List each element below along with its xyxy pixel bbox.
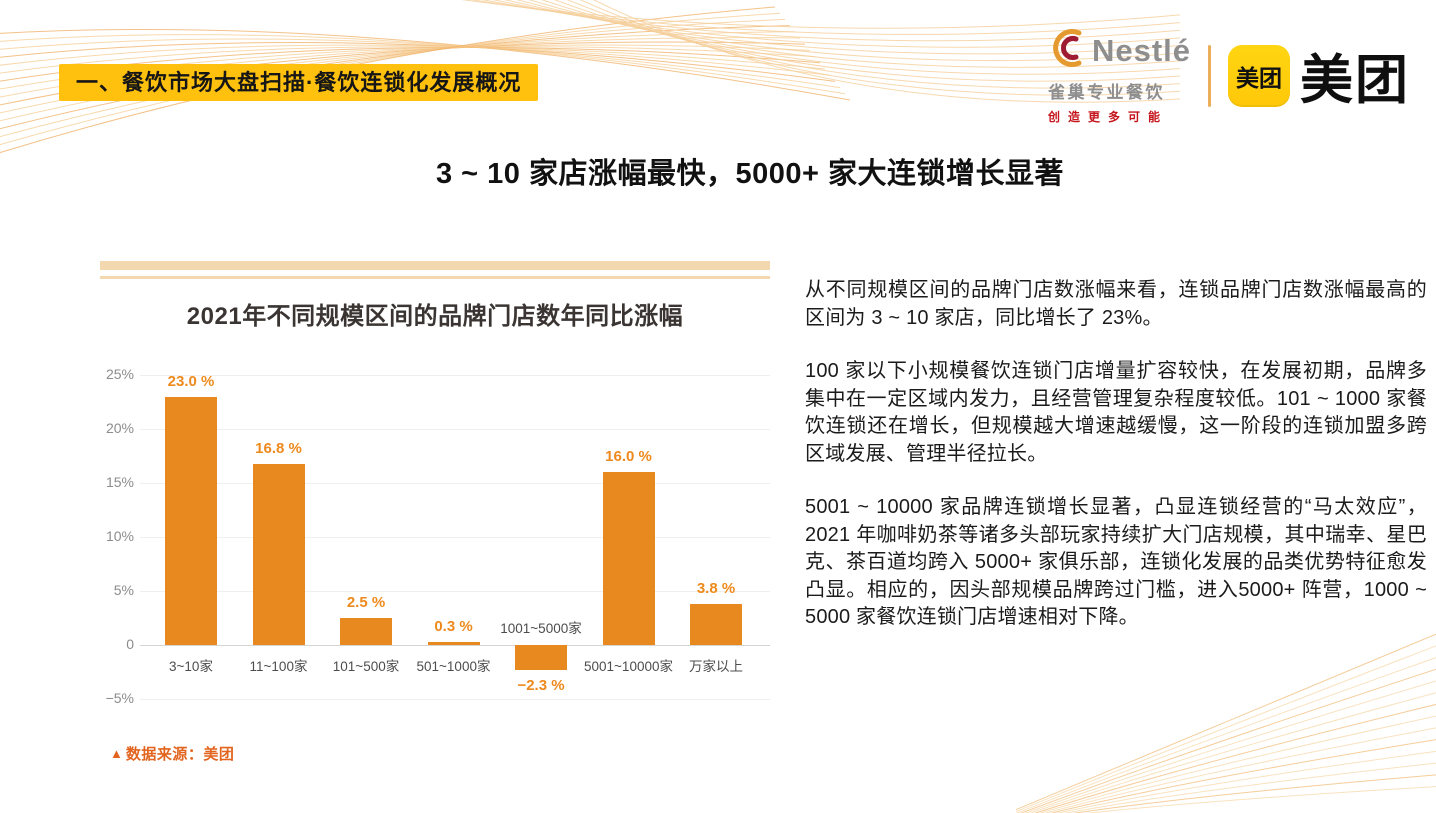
nestle-logo: Nestlé 雀巢专业餐饮 创造更多可能: [1048, 26, 1191, 125]
meituan-app-icon: 美团: [1228, 44, 1290, 107]
bar: [690, 603, 742, 645]
meituan-logo: 美团 美团: [1228, 38, 1410, 114]
y-axis-tick: 0: [126, 636, 134, 652]
bar-value-label: 16.8 %: [255, 439, 302, 457]
y-axis-tick: 25%: [105, 366, 134, 382]
bar: [340, 618, 392, 645]
triangle-icon: ▲: [110, 746, 123, 761]
nestle-tagline: 创造更多可能: [1047, 110, 1168, 124]
bar-value-label: 2.5 %: [346, 594, 386, 611]
bar: [602, 472, 655, 645]
meituan-icon-label: 美团: [1236, 64, 1282, 91]
data-source-text: 数据来源：美团: [125, 746, 235, 763]
y-axis-tick: −5%: [105, 690, 134, 706]
nestle-nest-icon: [1048, 26, 1088, 75]
category-label: 101~500家: [332, 659, 400, 674]
logo-divider: [1208, 44, 1211, 107]
body-text: 从不同规模区间的品牌门店数涨幅来看，连锁品牌门店数涨幅最高的区间为 3 ~ 10…: [805, 277, 1427, 658]
category-label: 万家以上: [689, 659, 743, 674]
bar-chart: 25% 20% 15% 10% 5% 0 −5% 23.0 % 3~10家 16.8 % 11~10…: [106, 360, 770, 706]
chart-card: 2021年不同规模区间的品牌门店数年同比涨幅 25% 20% 15% 10% 5% 0 −5…: [100, 255, 770, 780]
bar: [515, 645, 567, 670]
bar: [252, 463, 305, 645]
y-axis-tick: 15%: [105, 474, 134, 490]
gridline: [140, 375, 770, 376]
data-source-note: ▲ 数据来源：美团: [110, 743, 234, 764]
bar-value-label: 0.3 %: [434, 617, 473, 635]
paragraph-1: 从不同规模区间的品牌门店数涨幅来看，连锁品牌门店数涨幅最高的区间为 3 ~ 10…: [805, 279, 1427, 329]
bar-value-label: 16.0 %: [605, 448, 652, 466]
logo-group: Nestlé 雀巢专业餐饮 创造更多可能 美团 美团: [1048, 26, 1410, 125]
y-axis-tick: 5%: [113, 582, 134, 598]
bar: [165, 396, 217, 645]
gridline: [140, 537, 770, 538]
y-axis-tick: 10%: [105, 528, 134, 544]
category-label: 501~1000家: [416, 659, 491, 674]
category-label: 11~100家: [249, 659, 308, 674]
section-banner-label: 一、餐饮市场大盘扫描·餐饮连锁化发展概况: [76, 70, 522, 95]
x-axis-line: [140, 645, 770, 646]
chart-title: 2021年不同规模区间的品牌门店数年同比涨幅: [186, 303, 684, 330]
nestle-wordmark: Nestlé: [1091, 32, 1191, 68]
gridline: [140, 429, 770, 430]
section-banner: 一、餐饮市场大盘扫描·餐饮连锁化发展概况: [59, 64, 539, 101]
gridline: [140, 591, 770, 592]
y-axis-tick: 20%: [105, 420, 134, 436]
bar-value-label: 3.8 %: [696, 579, 736, 597]
bar: [427, 641, 480, 645]
category-label: 3~10家: [169, 659, 213, 674]
gridline: [140, 483, 770, 484]
decorative-stripe-thin: [100, 276, 770, 279]
nestle-subtitle: 雀巢专业餐饮: [1047, 83, 1165, 102]
gridline: [140, 699, 770, 700]
meituan-wordmark: 美团: [1300, 50, 1410, 110]
category-label: 5001~10000家: [584, 659, 673, 674]
bar-value-label: −2.3 %: [517, 676, 565, 694]
category-label: 1001~5000家: [500, 621, 582, 636]
paragraph-2: 100 家以下小规模餐饮连锁门店增量扩容较快，在发展初期，品牌多集中在一定区域内…: [805, 360, 1427, 465]
paragraph-3: 5001 ~ 10000 家品牌连锁增长显著，凸显连锁经营的“马太效应”，202…: [805, 496, 1427, 628]
decorative-stripe-thick: [100, 261, 770, 270]
slide-title: 3 ~ 10 家店涨幅最快，5000+ 家大连锁增长显著: [436, 158, 1064, 190]
bar-value-label: 23.0 %: [167, 372, 215, 390]
